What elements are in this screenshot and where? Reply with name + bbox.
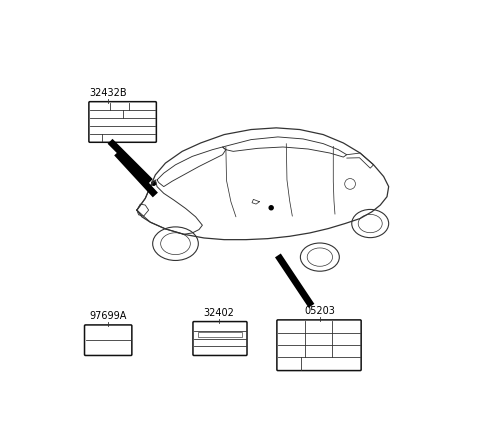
Bar [198,332,242,337]
Circle shape [269,206,273,210]
Text: 05203: 05203 [304,306,336,316]
Text: 32432B: 32432B [90,88,127,98]
Text: 97699A: 97699A [90,311,127,321]
Text: 32402: 32402 [204,308,235,318]
Circle shape [152,181,156,185]
